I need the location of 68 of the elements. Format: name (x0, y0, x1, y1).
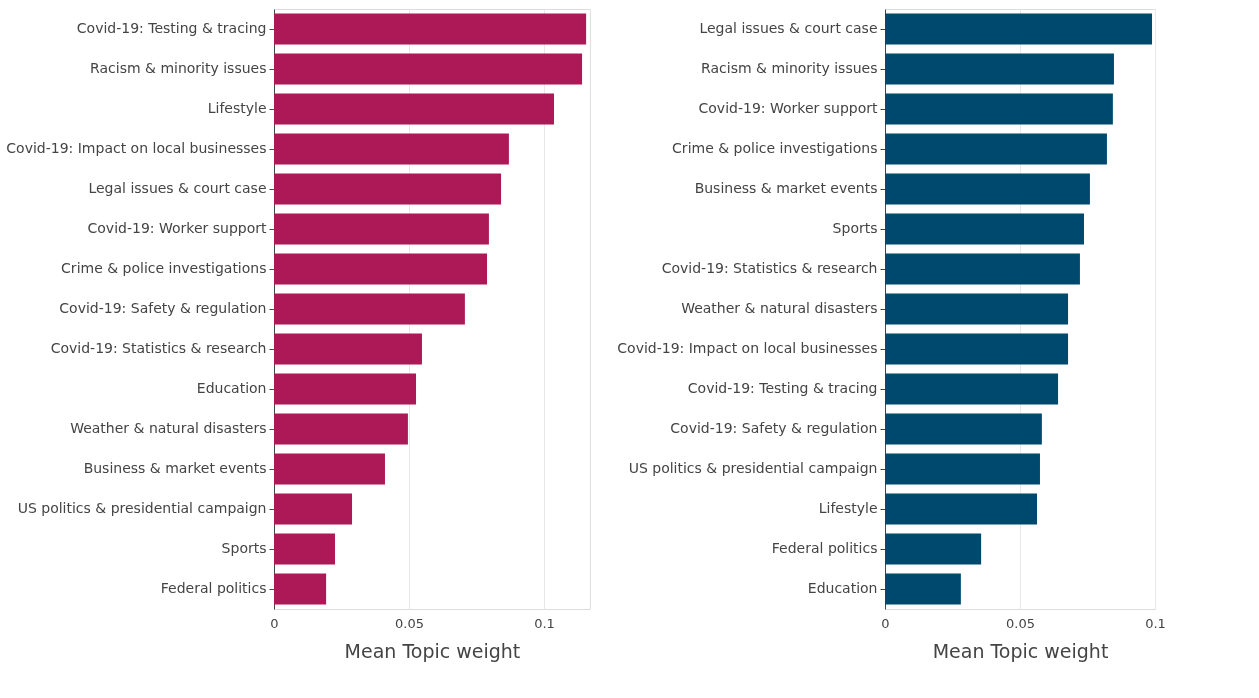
x-axis-title: Mean Topic weight (932, 639, 1109, 662)
y-tick-label: Legal issues & court case (88, 180, 267, 196)
y-tick-label: US politics & presidential campaign (17, 500, 267, 516)
bar (274, 13, 587, 45)
bar (274, 413, 408, 445)
bar (274, 333, 422, 365)
y-tick-label: Federal politics (771, 540, 878, 556)
y-tick-label: Education (807, 580, 878, 596)
x-tick-label: 0.05 (395, 615, 424, 631)
y-tick-label: Federal politics (160, 580, 267, 596)
y-tick-label: US politics & presidential campaign (628, 460, 878, 476)
x-tick-label: 0 (881, 615, 890, 631)
bar (885, 573, 961, 605)
y-tick-label: Covid-19: Testing & tracing (687, 380, 878, 396)
y-tick-label: Weather & natural disasters (681, 300, 878, 316)
bar (885, 173, 1090, 205)
bar (274, 53, 583, 85)
y-tick-label: Lifestyle (818, 500, 878, 516)
y-tick-label: Sports (221, 540, 267, 556)
bar (885, 53, 1114, 85)
x-tick-label: 0.1 (1145, 615, 1166, 631)
bar (274, 293, 465, 325)
y-tick-label: Business & market events (694, 180, 878, 196)
y-tick-label: Covid-19: Safety & regulation (59, 300, 267, 316)
y-tick-label: Covid-19: Worker support (698, 100, 878, 116)
x-tick-label: 0.05 (1006, 615, 1035, 631)
x-axis-title: Mean Topic weight (344, 639, 521, 662)
y-tick-label: Weather & natural disasters (70, 420, 267, 436)
y-tick-label: Racism & minority issues (701, 60, 878, 76)
y-tick-label: Covid-19: Statistics & research (50, 340, 267, 356)
y-tick-label: Covid-19: Worker support (87, 220, 267, 236)
y-tick-label: Business & market events (83, 460, 267, 476)
x-tick-label: 0 (270, 615, 279, 631)
y-tick-label: Crime & police investigations (61, 260, 267, 276)
bar (885, 93, 1113, 125)
y-tick-label: Covid-19: Safety & regulation (670, 420, 878, 436)
bar (885, 13, 1153, 45)
bar (885, 333, 1069, 365)
bar (885, 413, 1042, 445)
bar (274, 253, 488, 285)
y-tick-label: Sports (832, 220, 878, 236)
bar (885, 453, 1040, 485)
bar (274, 173, 502, 205)
bar (274, 93, 554, 125)
y-tick-label: Education (196, 380, 267, 396)
bar (274, 133, 509, 165)
y-tick-label: Covid-19: Impact on local businesses (617, 340, 878, 356)
y-tick-label: Crime & police investigations (672, 140, 878, 156)
bar (274, 213, 489, 245)
bar (885, 133, 1107, 165)
bar (885, 213, 1084, 245)
y-tick-label: Legal issues & court case (699, 20, 878, 36)
bar (274, 493, 353, 525)
x-tick-label: 0.1 (534, 615, 555, 631)
bar (885, 293, 1069, 325)
bar (274, 373, 417, 405)
y-tick-label: Covid-19: Impact on local businesses (6, 140, 267, 156)
bar (885, 373, 1059, 405)
y-tick-label: Covid-19: Statistics & research (661, 260, 878, 276)
y-tick-label: Covid-19: Testing & tracing (76, 20, 267, 36)
bar (885, 253, 1080, 285)
bar (885, 493, 1038, 525)
bar (274, 453, 385, 485)
y-tick-label: Lifestyle (207, 100, 267, 116)
bar (274, 573, 327, 605)
bar (274, 533, 336, 565)
bar (885, 533, 982, 565)
y-tick-label: Racism & minority issues (90, 60, 267, 76)
